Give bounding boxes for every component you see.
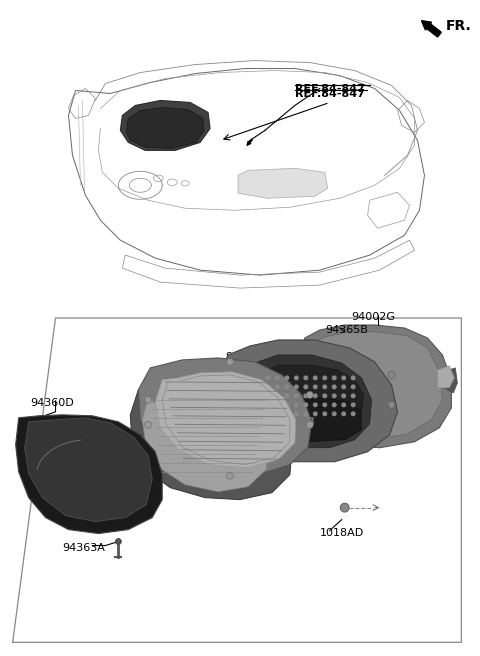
Text: REF.84-847: REF.84-847 [295,83,365,94]
Circle shape [227,358,233,365]
Polygon shape [16,415,162,533]
Text: 888: 888 [295,417,315,427]
Circle shape [306,421,313,428]
Circle shape [351,411,356,417]
Polygon shape [238,169,328,198]
Circle shape [294,402,299,407]
Circle shape [351,384,356,390]
Circle shape [341,375,346,380]
FancyArrow shape [421,20,441,37]
Circle shape [265,411,270,417]
Circle shape [322,384,327,390]
Circle shape [341,384,346,390]
Circle shape [322,402,327,407]
Text: REF.84-847: REF.84-847 [295,89,365,98]
Circle shape [145,396,152,403]
Circle shape [388,371,395,379]
Circle shape [332,375,336,380]
Circle shape [225,404,231,411]
Circle shape [332,394,336,398]
Circle shape [284,375,289,380]
Circle shape [341,411,346,417]
Circle shape [275,384,280,390]
Circle shape [275,411,280,417]
Circle shape [284,394,289,398]
Circle shape [284,411,289,417]
Circle shape [227,472,233,479]
Polygon shape [24,418,152,522]
Circle shape [303,402,308,407]
Circle shape [351,394,356,398]
Polygon shape [155,372,296,468]
Circle shape [351,375,356,380]
Circle shape [313,394,318,398]
Circle shape [303,384,308,390]
Circle shape [341,402,346,407]
Circle shape [313,411,318,417]
FancyArrow shape [247,139,252,146]
Polygon shape [443,368,457,393]
Text: 94197: 94197 [225,352,261,362]
Circle shape [332,384,336,390]
Circle shape [388,401,395,408]
Text: 94360D: 94360D [31,398,74,408]
Polygon shape [298,325,451,448]
Polygon shape [310,332,443,440]
Circle shape [340,503,349,512]
Circle shape [332,411,336,417]
Circle shape [306,392,313,398]
Text: 94365B: 94365B [325,325,368,335]
Polygon shape [138,358,312,475]
Circle shape [303,394,308,398]
Circle shape [265,402,270,407]
Polygon shape [130,390,292,500]
Circle shape [313,384,318,390]
Circle shape [294,375,299,380]
Circle shape [294,394,299,398]
Circle shape [322,411,327,417]
Circle shape [284,384,289,390]
Circle shape [341,394,346,398]
Circle shape [322,394,327,398]
Text: 94363A: 94363A [62,543,106,552]
Polygon shape [437,366,455,388]
Circle shape [265,394,270,398]
Circle shape [275,402,280,407]
Circle shape [294,411,299,417]
Circle shape [284,402,289,407]
Circle shape [303,375,308,380]
Polygon shape [258,365,364,428]
Polygon shape [218,340,397,462]
Circle shape [294,384,299,390]
Polygon shape [126,108,204,148]
Circle shape [265,384,270,390]
Polygon shape [302,370,322,400]
Circle shape [351,402,356,407]
Circle shape [225,384,231,392]
Circle shape [313,375,318,380]
Polygon shape [245,355,372,448]
Circle shape [145,421,152,428]
Circle shape [115,539,121,544]
Polygon shape [262,397,361,441]
Text: 94002G: 94002G [352,312,396,322]
Circle shape [303,411,308,417]
Circle shape [313,402,318,407]
Circle shape [265,375,270,380]
Circle shape [332,402,336,407]
Circle shape [275,394,280,398]
Circle shape [322,375,327,380]
Polygon shape [142,398,268,491]
Text: 1018AD: 1018AD [320,527,364,537]
Text: FR.: FR. [445,18,471,33]
Circle shape [275,375,280,380]
Polygon shape [120,100,210,150]
